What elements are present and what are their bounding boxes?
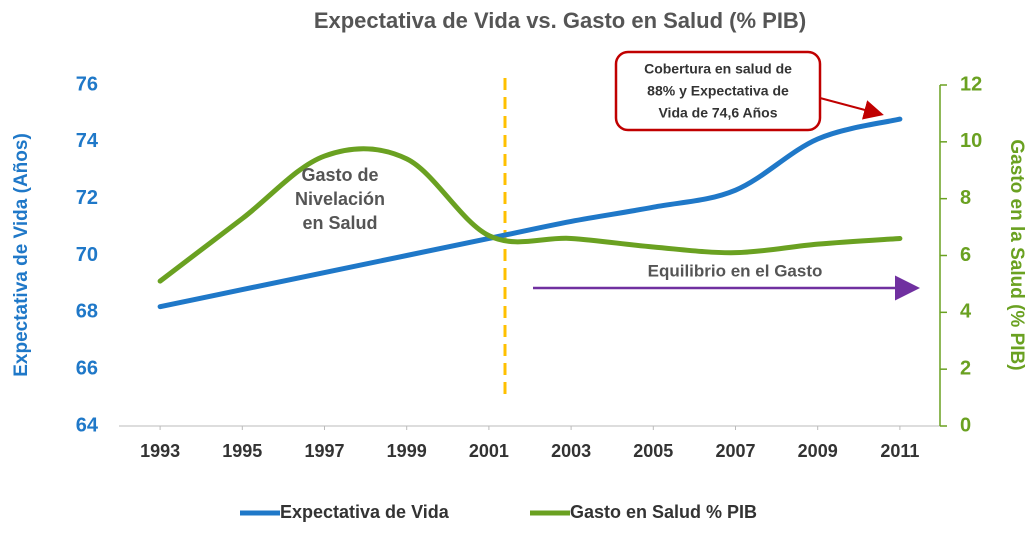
- x-tick-label: 2005: [633, 441, 673, 461]
- y2-tick-label: 8: [960, 187, 971, 209]
- y-tick-label: 76: [76, 73, 98, 95]
- y-tick-label: 72: [76, 187, 98, 209]
- y-tick-label: 66: [76, 357, 98, 379]
- y2-axis-label: Gasto en la Salud (% PIB): [1006, 139, 1027, 370]
- y2-tick-label: 2: [960, 357, 971, 379]
- legend-label: Expectativa de Vida: [280, 502, 450, 522]
- annotation: Cobertura en salud de: [644, 61, 792, 77]
- x-tick-label: 2009: [798, 441, 838, 461]
- x-tick-label: 2007: [715, 441, 755, 461]
- chart-title: Expectativa de Vida vs. Gasto en Salud (…: [314, 8, 806, 33]
- x-tick-label: 1993: [140, 441, 180, 461]
- x-tick-label: 2001: [469, 441, 509, 461]
- x-tick-label: 1997: [304, 441, 344, 461]
- annotation: Vida de 74,6 Años: [658, 105, 777, 121]
- annotation: 88% y Expectativa de: [647, 83, 789, 99]
- y2-tick-label: 4: [960, 301, 972, 323]
- arrow: [819, 97, 884, 120]
- legend-label: Gasto en Salud % PIB: [570, 502, 757, 522]
- y2-tick-label: 0: [960, 414, 971, 436]
- x-tick-label: 2011: [880, 441, 919, 461]
- x-tick-label: 2003: [551, 441, 591, 461]
- x-tick-label: 1995: [222, 441, 262, 461]
- x-tick-label: 1999: [387, 441, 427, 461]
- series-line: [157, 116, 903, 310]
- y-tick-label: 68: [76, 301, 98, 323]
- annotation: Nivelación: [295, 189, 385, 209]
- y-tick-label: 64: [76, 414, 99, 436]
- y-tick-label: 70: [76, 244, 98, 266]
- annotation: Gasto de: [301, 165, 378, 185]
- series-line: [157, 146, 903, 284]
- annotation: Equilibrio en el Gasto: [648, 261, 823, 280]
- y-tick-label: 74: [76, 130, 99, 152]
- annotation: en Salud: [302, 213, 377, 233]
- y2-tick-label: 6: [960, 244, 971, 266]
- y2-tick-label: 12: [960, 73, 982, 95]
- callout-box: [614, 50, 822, 132]
- y-axis-label: Expectativa de Vida (Años): [11, 133, 32, 377]
- y2-tick-label: 10: [960, 130, 982, 152]
